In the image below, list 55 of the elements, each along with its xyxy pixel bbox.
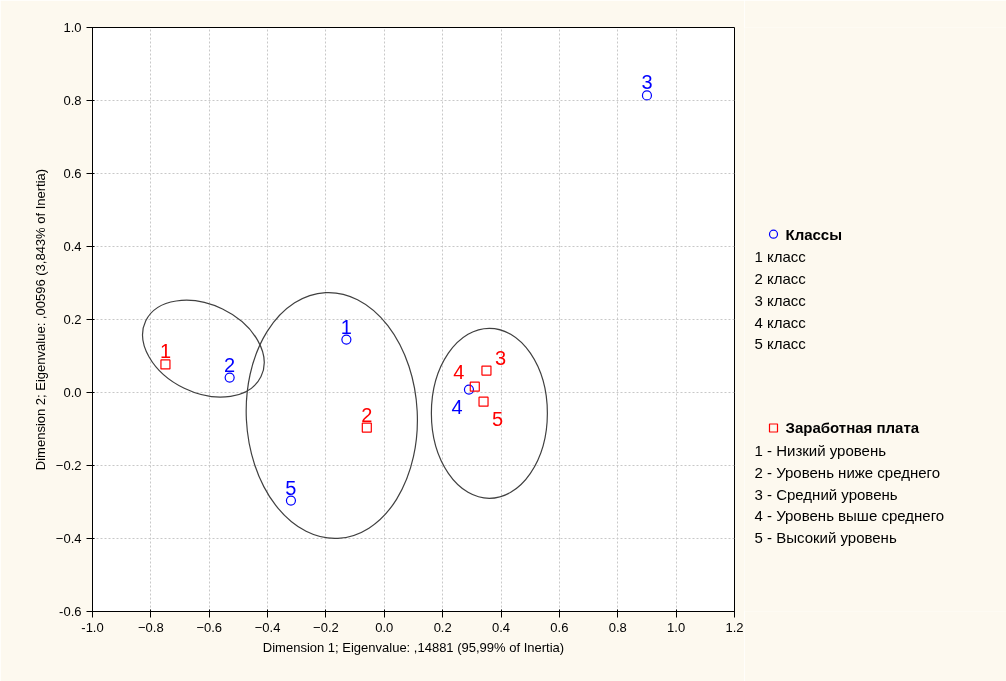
point: [361, 422, 372, 433]
annotation: 2: [361, 403, 373, 426]
text: 1 класс: [754, 247, 807, 265]
point: [224, 372, 235, 383]
text: 4 класс: [754, 313, 807, 331]
y-axis-title: Dimension 2; Eigenvalue: ,00596 (3,843% of Inertia): [32, 168, 48, 471]
annotation: 4: [451, 395, 463, 418]
x-tick-label: 1.2: [725, 619, 744, 635]
point: [481, 365, 492, 376]
legend-label: Заработная плата: [785, 419, 920, 437]
text: 5 - Высокий уровень: [754, 529, 897, 547]
point: [641, 90, 653, 101]
x-tick-label: 0.8: [608, 619, 627, 635]
x-tick-label: 0.0: [375, 619, 394, 635]
x-tick-label: 0.6: [550, 619, 569, 635]
text: 2 класс: [754, 269, 807, 287]
text: 3 класс: [754, 291, 807, 309]
y-tick-label: −0.2: [55, 458, 82, 473]
x-tick-label: −0.4: [254, 619, 281, 635]
point: [160, 359, 171, 370]
annotation: 3: [641, 71, 653, 94]
x-axis-title: Dimension 1; Eigenvalue: ,14881 (95,99% of Inertia): [262, 639, 565, 655]
annotation: 4: [453, 360, 465, 383]
point: [478, 396, 489, 407]
y-tick-label: 0.0: [63, 385, 82, 400]
annotation: 1: [159, 340, 172, 363]
annotation: 2: [224, 353, 236, 376]
x-tick-label: 0.2: [433, 619, 452, 635]
legend-label: Классы: [785, 225, 843, 243]
x-tick-label: 1.0: [667, 619, 686, 635]
text: 4 - Уровень выше среднего: [754, 507, 945, 525]
annotation: 1: [340, 315, 352, 338]
y-tick-label: −0.4: [55, 531, 82, 546]
annotation: 3: [494, 346, 507, 369]
x-tick-label: -1.0: [81, 619, 104, 635]
x-tick-label: −0.2: [313, 619, 339, 635]
text: 3 - Средний уровень: [754, 485, 898, 503]
annotation: 5: [491, 407, 504, 430]
text: 2 - Уровень ниже среднего: [754, 463, 941, 481]
annotation: 5: [285, 476, 297, 499]
point: [463, 384, 475, 395]
point: [469, 381, 480, 392]
y-tick-label: 0.4: [63, 239, 82, 254]
point: [341, 334, 352, 345]
y-tick-label: 1.0: [63, 20, 82, 35]
y-tick-label: 0.8: [63, 93, 82, 108]
x-tick-label: −0.6: [196, 619, 223, 635]
text: 5 класс: [754, 335, 807, 353]
y-tick-label: -0.6: [59, 604, 82, 619]
y-tick-label: 0.6: [63, 166, 82, 181]
y-tick-label: 0.2: [63, 312, 82, 327]
x-tick-label: −0.8: [138, 619, 164, 635]
text: 1 - Низкий уровень: [754, 441, 887, 459]
x-tick-label: 0.4: [492, 619, 511, 635]
point: [285, 495, 297, 506]
